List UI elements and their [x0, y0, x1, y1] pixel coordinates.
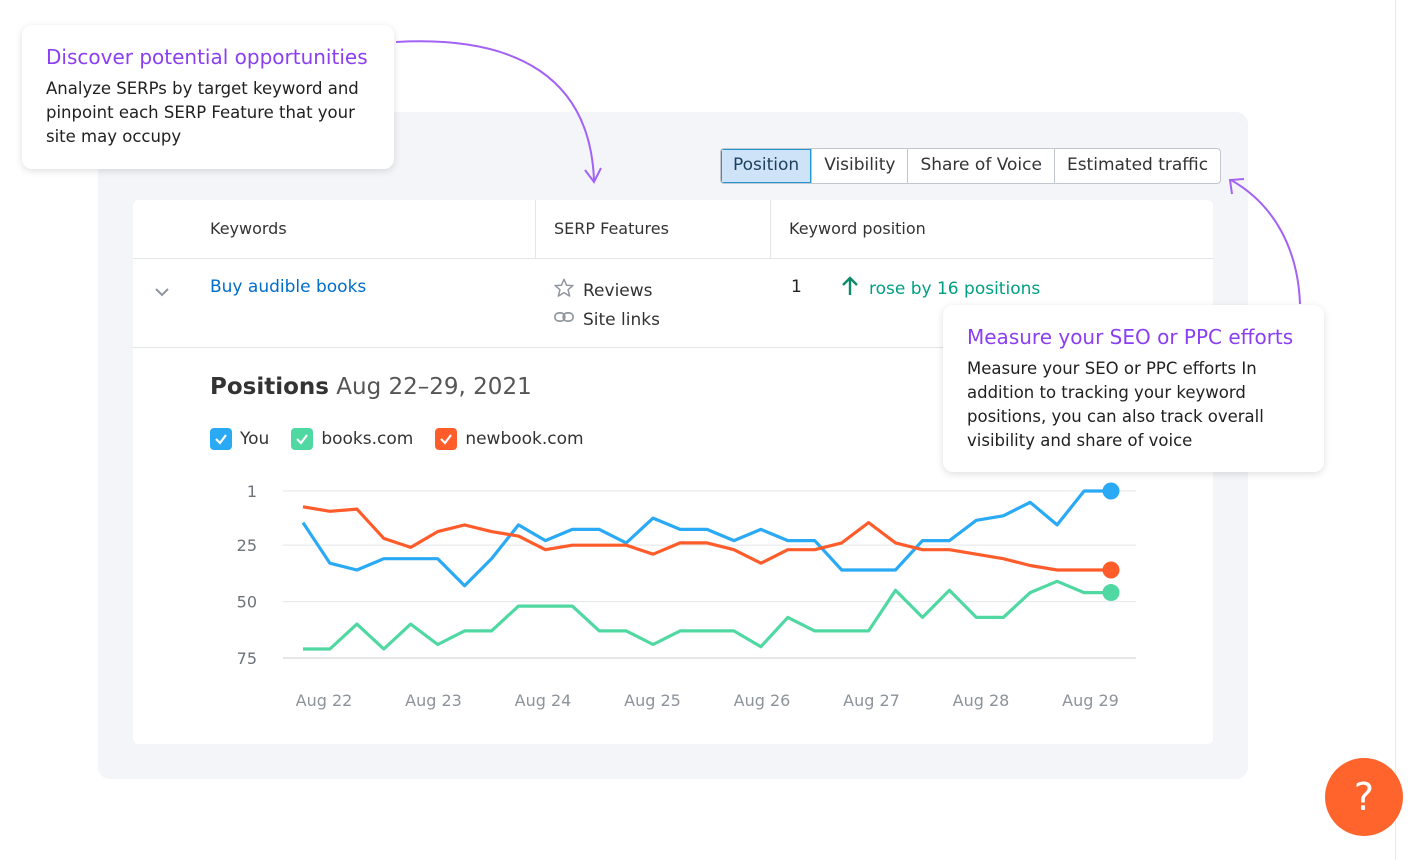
callout-body: Measure your SEO or PPC efforts In addit… — [967, 359, 1264, 450]
keyword-card: Keywords SERP Features Keyword position … — [133, 200, 1213, 744]
chevron-down-icon[interactable] — [153, 283, 171, 301]
x-tick-label: Aug 22 — [296, 691, 353, 710]
link-icon — [553, 306, 575, 333]
keyword-position-value: 1 — [791, 277, 802, 297]
checkbox-icon[interactable] — [435, 428, 458, 450]
metric-tabs: Position Visibility Share of Voice Estim… — [720, 148, 1222, 184]
legend-label: books.com — [321, 429, 414, 449]
series-end-marker-0 — [1102, 482, 1120, 500]
callout-discover: Discover potential opportunities Analyze… — [22, 25, 394, 169]
series-line-1 — [303, 579, 1111, 651]
callout-title: Discover potential opportunities — [46, 45, 368, 69]
header-divider — [770, 200, 771, 258]
tab-estimated-traffic[interactable]: Estimated traffic — [1066, 155, 1209, 175]
arrow-up-icon — [841, 275, 859, 302]
x-tick-label: Aug 23 — [405, 691, 462, 710]
series-line-0 — [301, 489, 1111, 588]
serp-feature-site-links: Site links — [553, 306, 660, 333]
star-icon — [553, 277, 575, 304]
x-tick-label: Aug 26 — [734, 691, 791, 710]
position-change-label: rose by 16 positions — [869, 278, 1041, 299]
header-serp-features: SERP Features — [554, 219, 669, 238]
checkbox-icon[interactable] — [291, 428, 314, 450]
x-tick-label: Aug 24 — [515, 691, 572, 710]
checkbox-icon[interactable] — [210, 428, 232, 450]
series-line-2 — [302, 505, 1111, 572]
help-button[interactable]: ? — [1325, 758, 1403, 836]
table-row: Buy audible books Reviews Site links 1 r… — [133, 259, 1213, 348]
x-tick-label: Aug 25 — [624, 691, 681, 710]
x-tick-label: Aug 27 — [843, 691, 900, 710]
tab-position[interactable]: Position — [721, 149, 813, 183]
series-end-marker-1 — [1102, 584, 1120, 602]
scroll-divider — [1395, 0, 1396, 860]
legend-item-you[interactable]: You — [210, 428, 269, 450]
legend-label: newbook.com — [465, 429, 584, 449]
callout-body: Analyze SERPs by target keyword and pinp… — [46, 79, 359, 146]
serp-feature-label: Reviews — [583, 280, 653, 301]
y-tick-label: 50 — [237, 593, 257, 612]
position-change: rose by 16 positions — [841, 275, 1040, 302]
positions-title-bold: Positions — [210, 374, 329, 400]
keyword-link[interactable]: Buy audible books — [210, 277, 367, 297]
series-end-marker-2 — [1102, 561, 1120, 579]
positions-title: Positions Aug 22–29, 2021 — [210, 374, 532, 400]
x-tick-label: Aug 29 — [1062, 691, 1119, 710]
legend-label: You — [240, 429, 270, 449]
tab-visibility[interactable]: Visibility — [812, 149, 909, 183]
serp-feature-reviews: Reviews — [553, 277, 653, 304]
y-tick-label: 25 — [237, 536, 257, 555]
legend-item-books[interactable]: books.com — [291, 428, 413, 450]
header-keywords: Keywords — [210, 219, 287, 238]
positions-chart: 1 25 50 75 Aug 22 Aug 23 Aug 24 Aug 25 Aug 26 Aug… — [237, 482, 1136, 710]
callout-title: Measure your SEO or PPC efforts — [967, 325, 1294, 349]
legend-item-newbook[interactable]: newbook.com — [435, 428, 584, 450]
x-tick-label: Aug 28 — [953, 691, 1010, 710]
y-tick-label: 1 — [247, 482, 257, 501]
callout-measure: Measure your SEO or PPC efforts Measure … — [943, 305, 1324, 472]
tab-share-of-voice[interactable]: Share of Voice — [908, 149, 1055, 183]
serp-feature-label: Site links — [583, 309, 660, 330]
table-header: Keywords SERP Features Keyword position — [133, 200, 1213, 259]
header-keyword-position: Keyword position — [789, 219, 926, 238]
y-tick-label: 75 — [237, 649, 257, 668]
header-divider — [535, 200, 536, 258]
positions-date-range: Aug 22–29, 2021 — [336, 374, 532, 400]
chart-legend: You books.com newbook.com — [210, 428, 584, 450]
